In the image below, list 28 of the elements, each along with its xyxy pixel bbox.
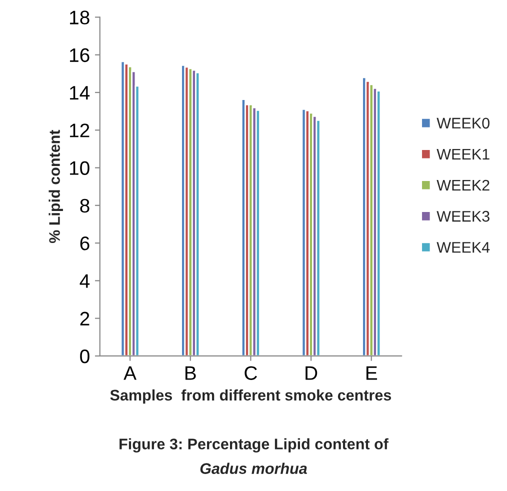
- legend-label: WEEK3: [436, 210, 490, 222]
- y-axis-title: % Lipid content: [48, 130, 63, 244]
- bar: [195, 72, 200, 356]
- y-tick-label: 10: [70, 161, 90, 175]
- y-tick-label: 6: [80, 236, 90, 250]
- y-tick-label: 2: [80, 312, 90, 326]
- x-tick-label: C: [244, 366, 257, 380]
- y-tick-label: 4: [80, 274, 90, 288]
- x-tick-label: A: [124, 366, 136, 380]
- bar: [316, 119, 321, 356]
- text: Figure 3: Percentage Lipid content of: [120, 438, 389, 452]
- x-tick-label: D: [306, 366, 318, 380]
- x-tick-label: B: [185, 366, 196, 380]
- y-tick-label: 14: [70, 86, 90, 100]
- text: Gadus morhua: [200, 462, 307, 474]
- x-tick-label: E: [366, 366, 378, 380]
- y-tick-label: 16: [70, 48, 90, 62]
- x-axis-title: Samples from different smoke centres: [110, 389, 392, 404]
- legend-label: WEEK0: [436, 118, 490, 129]
- legend-label: WEEK2: [436, 180, 490, 191]
- legend-label: WEEK1: [436, 148, 490, 160]
- y-tick-label: 18: [70, 10, 90, 24]
- bar: [255, 109, 260, 356]
- bar: [376, 90, 382, 356]
- y-tick-label: 8: [80, 198, 90, 213]
- y-tick-label: 12: [70, 124, 90, 138]
- y-tick-label: 0: [80, 349, 90, 364]
- legend-label: WEEK4: [436, 242, 490, 253]
